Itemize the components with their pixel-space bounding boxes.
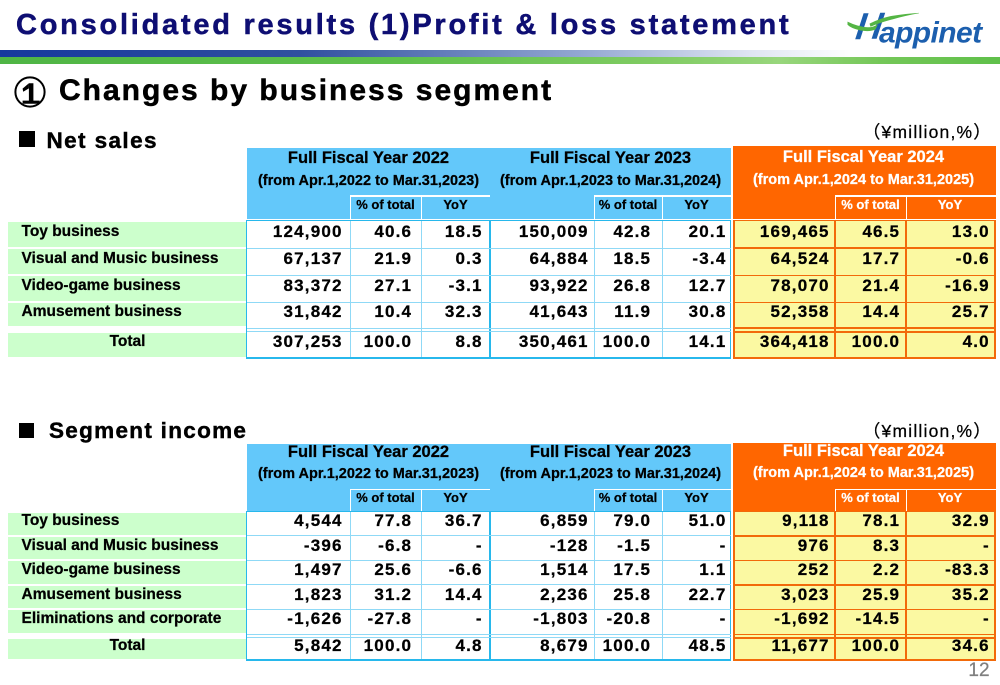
svg-text:appinet: appinet bbox=[879, 17, 984, 50]
